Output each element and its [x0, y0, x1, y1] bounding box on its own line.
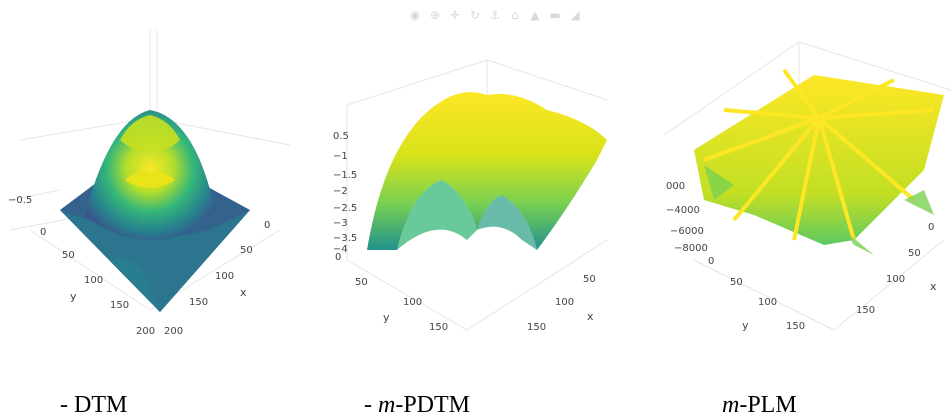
- plm-z-tick: 000: [666, 181, 685, 192]
- dtm-y-tick: 0: [40, 227, 46, 238]
- dtm-z-tick: −0.5: [8, 195, 32, 206]
- plm-y-label: y: [742, 319, 749, 332]
- toggle-spikelines-icon[interactable]: ▬: [549, 8, 561, 22]
- pdtm-z-tick: −2: [333, 186, 348, 197]
- home-icon[interactable]: ⌂: [511, 8, 519, 22]
- pdtm-z-tick: −3.5: [333, 233, 357, 244]
- pdtm-y-tick: 50: [355, 277, 368, 288]
- dtm-x-tick: 0: [264, 220, 270, 231]
- pdtm-z-tick: −1: [333, 151, 348, 162]
- pdtm-z-tick: −4: [333, 244, 348, 255]
- dtm-x-tick: 200: [164, 326, 183, 337]
- dtm-x-tick: 100: [215, 271, 234, 282]
- pdtm-x-tick: 150: [527, 322, 546, 333]
- plm-plot[interactable]: 000 −4000 −6000 −8000 0 50 100 150 y 0 5…: [634, 0, 951, 360]
- dtm-surface-svg: −0.5 0 50 100 150 200 y 0 50 100 150 200…: [8, 30, 291, 337]
- caption-suffix: -PLM: [739, 392, 797, 418]
- dtm-y-label: y: [70, 290, 77, 303]
- dtm-y-tick: 100: [84, 275, 103, 286]
- plm-z-tick: −4000: [666, 205, 700, 216]
- pdtm-surface-svg: 0.5 −1 −1.5 −2 −2.5 −3 −3.5 −4 0 50 100 …: [333, 59, 608, 333]
- plm-z-tick: −6000: [670, 226, 704, 237]
- plm-x-tick: 100: [886, 274, 905, 285]
- zoom-icon[interactable]: ⊕: [429, 8, 441, 22]
- plm-x-tick: 150: [856, 305, 875, 316]
- plm-y-tick: 150: [786, 321, 805, 332]
- plm-y-tick: 0: [708, 256, 714, 267]
- caption-pdtm: - m-PDTM: [364, 392, 470, 419]
- modebar: ◉ ⊕ ✛ ↻ ⚓ ⌂ ▲ ▬ ◢: [408, 8, 582, 26]
- pdtm-z-tick: −1.5: [333, 170, 357, 181]
- caption-italic: m: [378, 392, 396, 418]
- caption-dtm: - DTM: [60, 392, 127, 419]
- plm-surface-svg: 000 −4000 −6000 −8000 0 50 100 150 y 0 5…: [663, 41, 951, 332]
- pdtm-y-tick: 150: [429, 322, 448, 333]
- dtm-plot[interactable]: −0.5 0 50 100 150 200 y 0 50 100 150 200…: [0, 0, 317, 360]
- caption-prefix: -: [364, 392, 378, 418]
- caption-italic: m: [722, 392, 740, 418]
- pdtm-z-tick: −3: [333, 218, 348, 229]
- caption-prefix: -: [60, 392, 74, 418]
- pdtm-z-tick: −2.5: [333, 203, 357, 214]
- plm-x-label: x: [930, 280, 937, 293]
- reset-icon[interactable]: ▲: [530, 8, 540, 22]
- camera-icon[interactable]: ◉: [409, 8, 421, 22]
- pdtm-x-tick: 100: [555, 297, 574, 308]
- pdtm-plot[interactable]: 0.5 −1 −1.5 −2 −2.5 −3 −3.5 −4 0 50 100 …: [317, 0, 634, 360]
- plm-x-tick: 0: [928, 222, 934, 233]
- dtm-y-tick: 150: [110, 300, 129, 311]
- pdtm-y-tick: 0: [335, 252, 341, 263]
- dtm-x-tick: 50: [240, 245, 253, 256]
- pan-icon[interactable]: ✛: [449, 8, 461, 22]
- dtm-y-tick: 200: [136, 326, 155, 337]
- orbit-icon[interactable]: ↻: [469, 8, 481, 22]
- pdtm-y-tick: 100: [403, 297, 422, 308]
- pdtm-z-tick: 0.5: [333, 131, 349, 142]
- plotly-logo-icon[interactable]: ◢: [570, 8, 580, 22]
- dtm-x-tick: 150: [189, 297, 208, 308]
- turntable-icon[interactable]: ⚓: [489, 8, 501, 22]
- dtm-y-tick: 50: [62, 250, 75, 261]
- pdtm-y-label: y: [383, 311, 390, 324]
- plm-y-tick: 50: [730, 277, 743, 288]
- plm-x-tick: 50: [908, 248, 921, 259]
- plm-y-tick: 100: [758, 297, 777, 308]
- pdtm-surface: [367, 92, 607, 250]
- plm-z-tick: −8000: [674, 243, 708, 254]
- caption-suffix: DTM: [74, 392, 128, 418]
- caption-suffix: -PDTM: [395, 392, 471, 418]
- pdtm-x-tick: 50: [583, 274, 596, 285]
- plm-surface: [694, 75, 944, 245]
- dtm-x-label: x: [240, 286, 247, 299]
- caption-plm: m-PLM: [722, 392, 797, 419]
- pdtm-x-label: x: [587, 310, 594, 323]
